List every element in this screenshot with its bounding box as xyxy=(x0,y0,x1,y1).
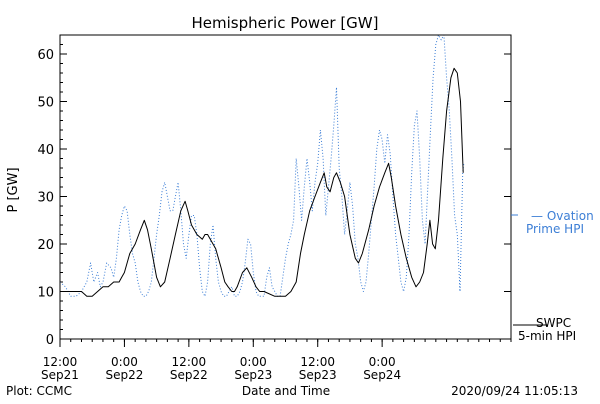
chart-title: Hemispheric Power [GW] xyxy=(192,14,379,32)
x-axis-label: Date and Time xyxy=(242,384,330,398)
x-tick-time-label: 12:00 xyxy=(172,355,207,369)
y-tick-label: 30 xyxy=(37,191,54,206)
legend-ovation-label-2: Prime HPI xyxy=(526,222,584,236)
swpc-series-line xyxy=(60,67,464,297)
x-tick-date-label: Sep22 xyxy=(105,368,143,382)
y-axis-label: P [GW] xyxy=(6,167,21,212)
x-tick-date-label: Sep24 xyxy=(363,368,401,382)
plot-frame xyxy=(59,34,512,340)
y-tick-label: 40 xyxy=(37,143,54,158)
x-tick-time-label: 12:00 xyxy=(43,355,78,369)
x-tick-time-label: 0:00 xyxy=(369,355,396,369)
x-tick-time-label: 0:00 xyxy=(111,355,138,369)
y-tick-label: 50 xyxy=(37,96,54,111)
x-tick-date-label: Sep21 xyxy=(41,368,79,382)
x-tick-time-label: 0:00 xyxy=(240,355,267,369)
tick-layer: 010203040506012:00Sep210:00Sep2212:00Sep… xyxy=(37,44,512,382)
x-tick-date-label: Sep22 xyxy=(170,368,208,382)
legend-swpc-label-1: SWPC xyxy=(536,316,571,330)
legend-ovation-label-1: — Ovation xyxy=(531,209,594,223)
legend-swpc-label-2: 5-min HPI xyxy=(518,329,576,343)
y-tick-label: 20 xyxy=(37,238,54,253)
footer-timestamp: 2020/09/24 11:05:13 xyxy=(451,384,578,398)
y-tick-label: 10 xyxy=(37,286,54,301)
series-layer xyxy=(59,34,465,297)
x-tick-time-label: 12:00 xyxy=(300,355,335,369)
x-tick-date-label: Sep23 xyxy=(299,368,337,382)
y-tick-label: 0 xyxy=(46,333,54,348)
y-tick-label: 60 xyxy=(37,48,54,63)
footer-plot-credit: Plot: CCMC xyxy=(6,384,72,398)
x-tick-date-label: Sep23 xyxy=(234,368,272,382)
